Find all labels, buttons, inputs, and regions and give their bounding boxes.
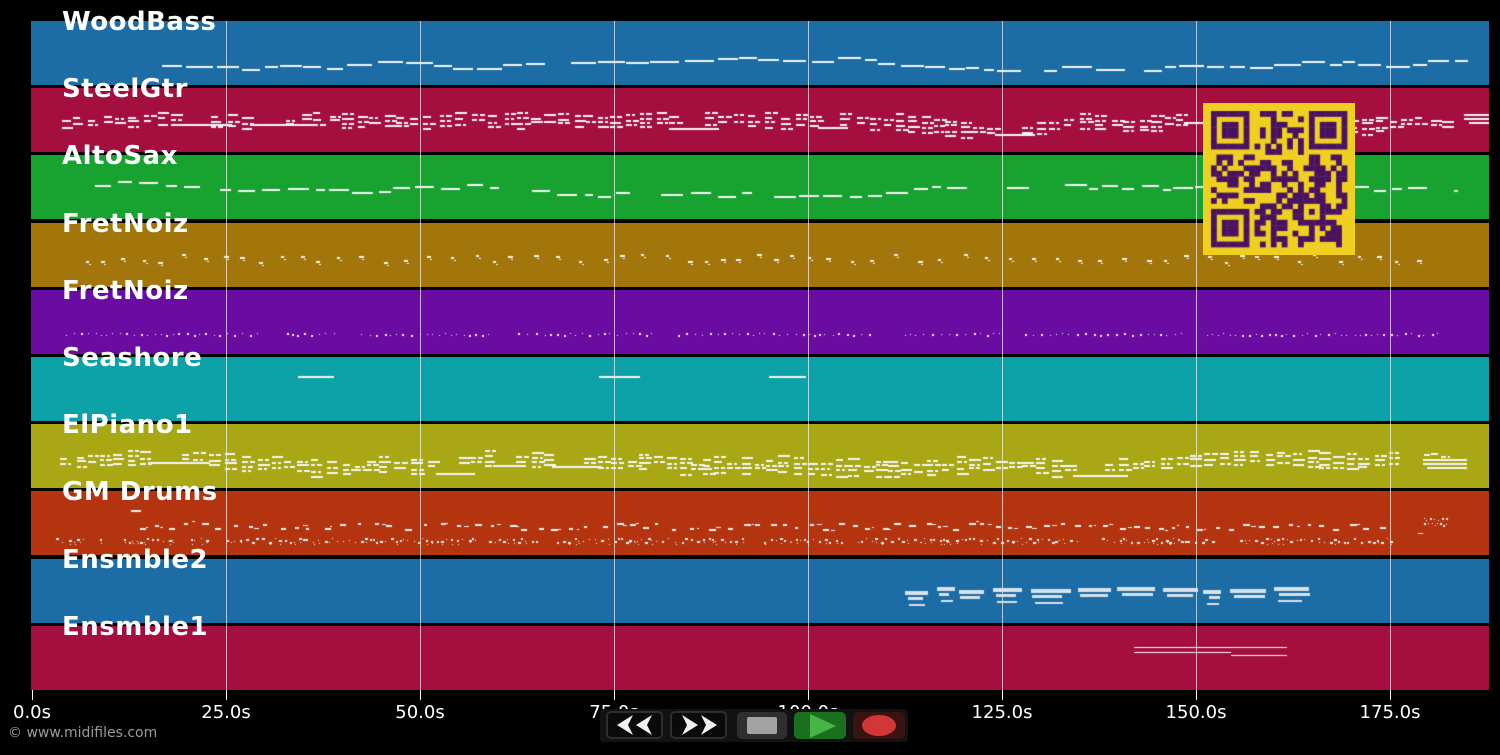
qr-code [1203, 103, 1355, 255]
fast-forward-icon [681, 715, 717, 735]
stop-button[interactable] [737, 712, 787, 739]
play-icon [810, 713, 836, 738]
stop-icon [747, 717, 777, 734]
rewind-icon [616, 715, 652, 735]
transport-bar [600, 709, 908, 742]
fast-forward-button[interactable] [670, 711, 727, 739]
record-button[interactable] [853, 712, 905, 739]
record-icon [862, 715, 896, 736]
play-button[interactable] [794, 712, 846, 739]
rewind-button[interactable] [606, 711, 663, 739]
